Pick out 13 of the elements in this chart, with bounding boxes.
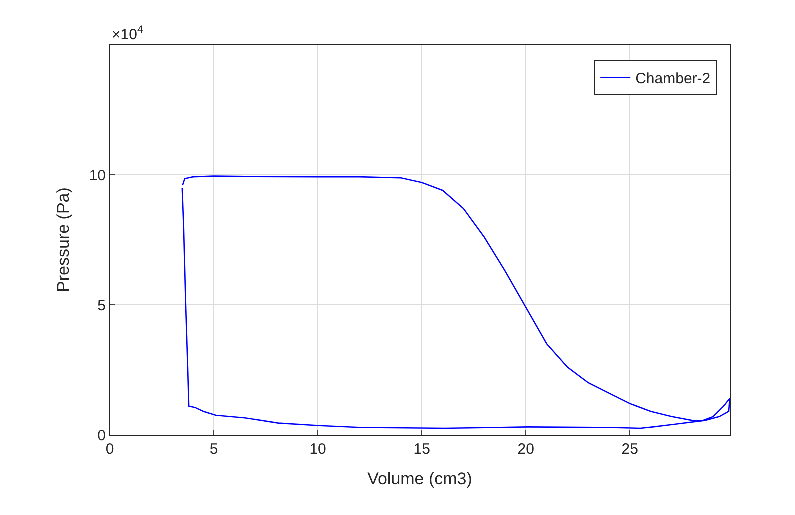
x-tick-label: 25 xyxy=(622,441,638,458)
line-series xyxy=(182,176,730,430)
y-tick-label: 10 xyxy=(89,167,106,184)
x-tick-label: 20 xyxy=(518,441,534,458)
y-tick-label: 0 xyxy=(98,427,106,444)
x-tick-label: 5 xyxy=(210,441,218,458)
legend-label: Chamber-2 xyxy=(636,70,711,88)
y-axis-title: Pressure (Pa) xyxy=(54,188,73,292)
y-tick-label: 5 xyxy=(98,297,106,314)
x-axis-title: Volume (cm3) xyxy=(368,469,472,488)
x-tick-label: 10 xyxy=(310,441,326,458)
text: ×10$^{4}$ xyxy=(112,24,144,44)
x-tick-label: 15 xyxy=(414,441,430,458)
